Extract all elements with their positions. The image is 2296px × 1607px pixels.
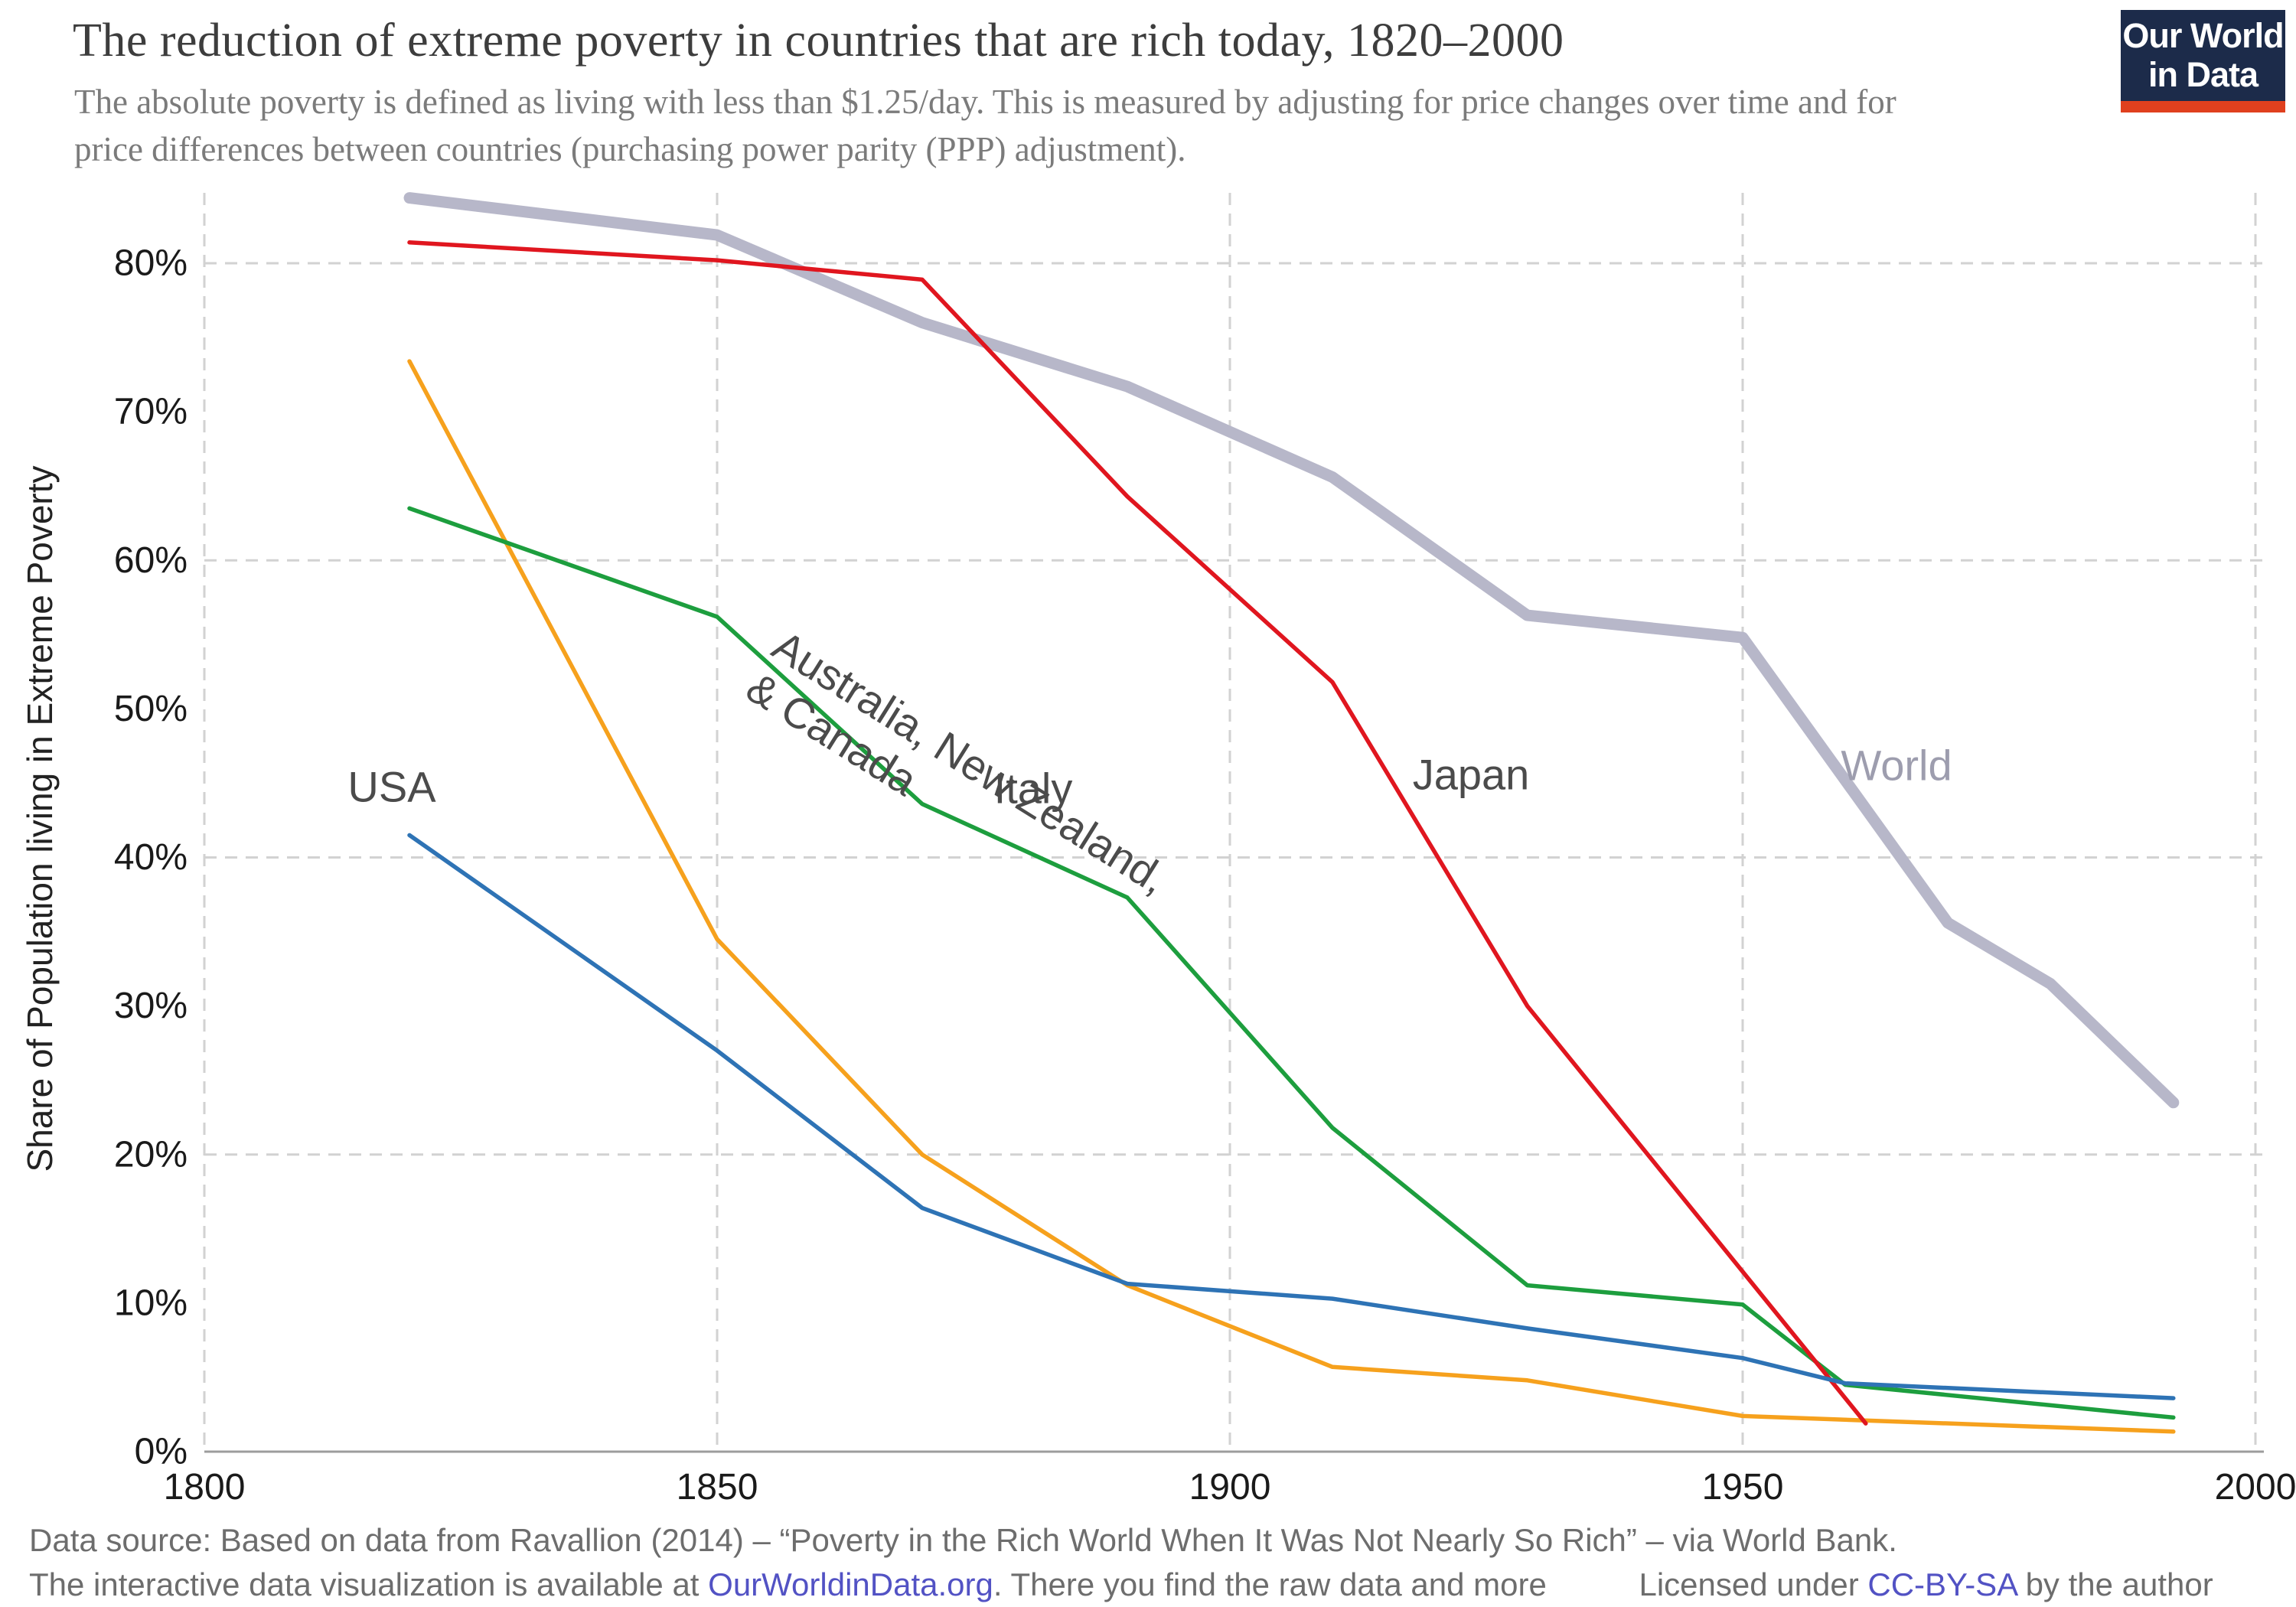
cc-by-sa-link[interactable]: CC-BY-SA: [1867, 1566, 2017, 1602]
owid-logo-line2: in Data: [2148, 54, 2258, 94]
x-tick-1900: 1900: [1189, 1467, 1271, 1508]
interactive-note: The interactive data visualization is av…: [29, 1566, 1547, 1602]
subtitle-line-2: price differences between countries (pur…: [74, 130, 1186, 169]
series-line-world: [403, 192, 2180, 1109]
y-tick-20%: 20%: [114, 1134, 188, 1175]
chart-subtitle: The absolute poverty is defined as livin…: [74, 78, 2079, 173]
y-tick-0%: 0%: [135, 1432, 188, 1472]
owid-logo-text: Our World in Data: [2121, 10, 2285, 101]
x-tick-1850: 1850: [677, 1467, 758, 1508]
y-tick-40%: 40%: [114, 837, 188, 878]
subtitle-line-1: The absolute poverty is defined as livin…: [74, 83, 1896, 121]
series-line-usa: [407, 833, 2176, 1400]
series-label-japan: Japan: [1413, 751, 1530, 799]
x-tick-1950: 1950: [1702, 1467, 1784, 1508]
data-source-note: Data source: Based on data from Ravallio…: [29, 1522, 1897, 1558]
y-tick-80%: 80%: [114, 243, 188, 284]
y-tick-60%: 60%: [114, 540, 188, 581]
y-tick-70%: 70%: [114, 392, 188, 432]
chart-footer: Data source: Based on data from Ravallio…: [29, 1518, 2268, 1607]
page-title: The reduction of extreme poverty in coun…: [73, 15, 1564, 67]
y-tick-50%: 50%: [114, 689, 188, 729]
owid-logo: Our World in Data: [2121, 10, 2285, 112]
y-tick-10%: 10%: [114, 1283, 188, 1323]
owid-logo-line1: Our World: [2122, 16, 2284, 56]
owid-logo-redbar: [2121, 101, 2285, 112]
y-axis-title: Share of Population living in Extreme Po…: [20, 465, 60, 1172]
series-label-usa: USA: [347, 763, 436, 811]
series-line-japan: [407, 240, 1868, 1426]
series-line-australia-new-zealand-canada: [407, 359, 2176, 1434]
x-tick-1800: 1800: [164, 1467, 246, 1508]
owid-org-link[interactable]: OurWorldinData.org: [708, 1566, 993, 1602]
license-note: Licensed under CC-BY-SA by the author Ma…: [1639, 1566, 2213, 1602]
x-tick-2000: 2000: [2215, 1467, 2296, 1508]
series-label-world: World: [1841, 742, 1952, 790]
series-label-australia-new-zealand-canada: Australia, New Zealand,& Canada: [739, 621, 1176, 944]
series-label-italy: Italy: [994, 764, 1073, 813]
y-tick-30%: 30%: [114, 986, 188, 1026]
